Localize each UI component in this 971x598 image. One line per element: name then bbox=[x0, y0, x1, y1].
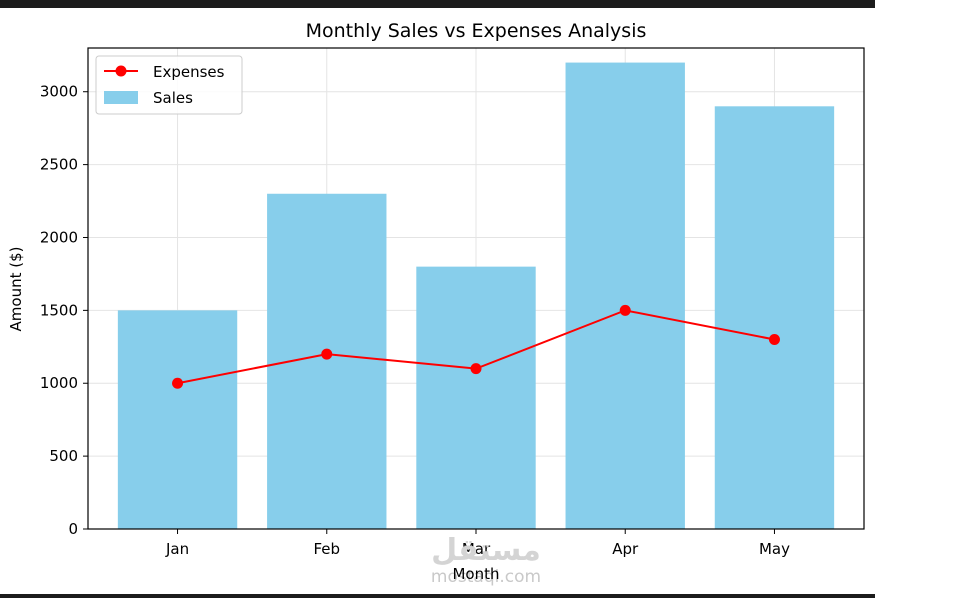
watermark: مستقل mostaql.com bbox=[431, 533, 541, 587]
y-axis-ticks: 0 500 1000 1500 2000 2500 3000 bbox=[40, 83, 88, 538]
right-margin bbox=[875, 0, 971, 598]
watermark-script: مستقل bbox=[431, 533, 541, 568]
bar-sales-jan bbox=[117, 310, 238, 529]
bar-sales-apr bbox=[565, 62, 685, 530]
legend-entry-expenses: Expenses bbox=[153, 63, 225, 81]
y-tick-label-2000: 2000 bbox=[40, 228, 78, 246]
sales-bars bbox=[117, 62, 835, 530]
y-tick-label-1000: 1000 bbox=[40, 374, 78, 392]
bottom-border bbox=[0, 594, 875, 598]
x-tick-label-mar: Mar bbox=[462, 540, 491, 558]
legend: Expenses Sales bbox=[95, 55, 243, 115]
point-expenses-mar bbox=[470, 363, 482, 375]
chart-title: Monthly Sales vs Expenses Analysis bbox=[306, 20, 647, 42]
legend-entry-sales: Sales bbox=[153, 89, 193, 107]
legend-sales-swatch bbox=[104, 91, 138, 104]
y-tick-label-2500: 2500 bbox=[40, 156, 78, 174]
chart: Monthly Sales vs Expenses Analysis 0 500 1… bbox=[7, 20, 865, 587]
y-tick-label-1500: 1500 bbox=[40, 301, 78, 319]
legend-expenses-marker bbox=[115, 65, 127, 77]
top-border bbox=[0, 0, 875, 8]
x-axis-ticks: Jan Feb Mar Apr May bbox=[165, 529, 790, 558]
y-tick-label-500: 500 bbox=[49, 447, 78, 465]
x-tick-label-apr: Apr bbox=[612, 540, 639, 558]
bar-sales-may bbox=[714, 106, 835, 529]
x-tick-label-jan: Jan bbox=[165, 540, 189, 558]
point-expenses-jan bbox=[172, 377, 184, 389]
point-expenses-apr bbox=[619, 304, 631, 316]
y-tick-label-3000: 3000 bbox=[40, 83, 78, 101]
y-tick-label-0: 0 bbox=[68, 520, 78, 538]
point-expenses-may bbox=[768, 334, 780, 346]
x-tick-label-feb: Feb bbox=[313, 540, 340, 558]
x-axis-label: Month bbox=[452, 565, 499, 583]
x-tick-label-may: May bbox=[759, 540, 790, 558]
point-expenses-feb bbox=[321, 348, 333, 360]
expenses-line bbox=[172, 304, 780, 389]
y-axis-label: Amount ($) bbox=[7, 247, 25, 332]
bar-sales-mar bbox=[416, 266, 536, 529]
watermark-url: mostaql.com bbox=[431, 567, 541, 587]
